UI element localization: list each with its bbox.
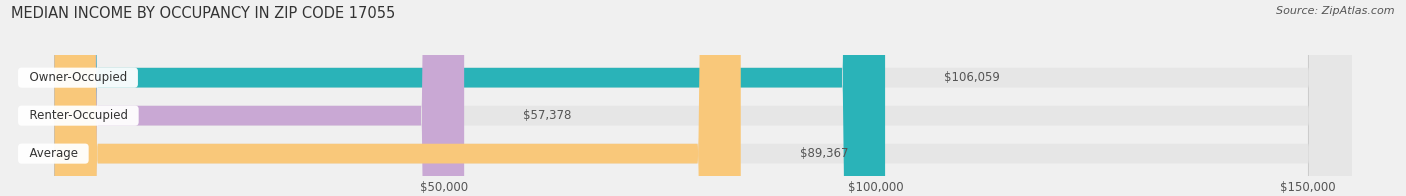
Text: Renter-Occupied: Renter-Occupied [21, 109, 135, 122]
Text: Average: Average [21, 147, 86, 160]
FancyBboxPatch shape [55, 0, 1351, 196]
FancyBboxPatch shape [55, 0, 741, 196]
FancyBboxPatch shape [55, 0, 464, 196]
Text: $57,378: $57,378 [523, 109, 571, 122]
FancyBboxPatch shape [55, 0, 1351, 196]
Text: $106,059: $106,059 [943, 71, 1000, 84]
FancyBboxPatch shape [55, 0, 886, 196]
Text: Owner-Occupied: Owner-Occupied [21, 71, 135, 84]
Text: MEDIAN INCOME BY OCCUPANCY IN ZIP CODE 17055: MEDIAN INCOME BY OCCUPANCY IN ZIP CODE 1… [11, 6, 395, 21]
FancyBboxPatch shape [55, 0, 1351, 196]
Text: Source: ZipAtlas.com: Source: ZipAtlas.com [1277, 6, 1395, 16]
Text: $89,367: $89,367 [800, 147, 848, 160]
